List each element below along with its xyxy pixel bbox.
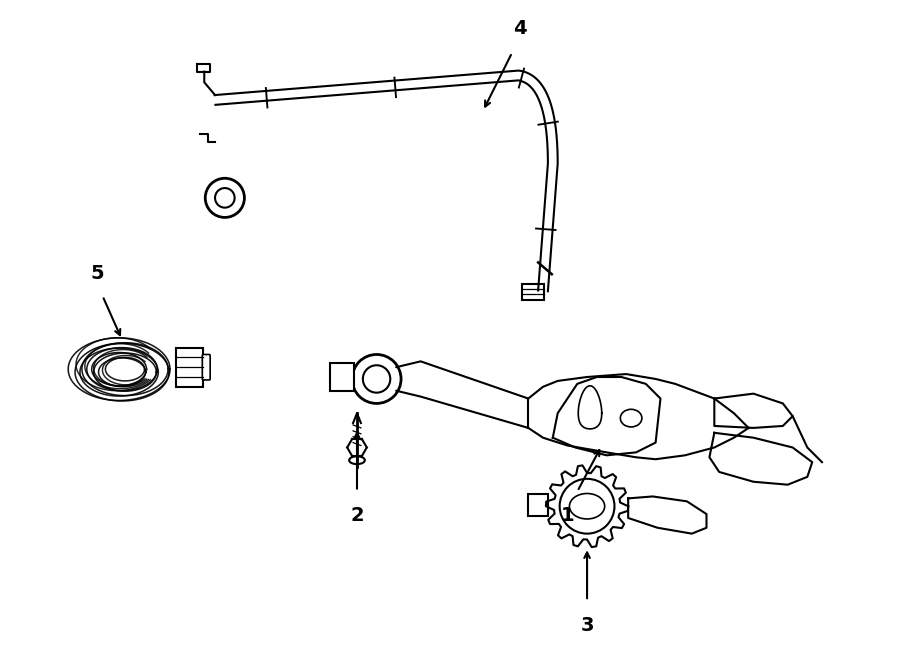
Text: 2: 2 [350,506,364,525]
Bar [522,284,544,299]
Bar [329,364,354,391]
Text: 5: 5 [91,264,104,283]
Text: 1: 1 [561,506,574,525]
Text: 3: 3 [580,616,594,635]
FancyBboxPatch shape [202,354,210,380]
Text: 4: 4 [513,19,526,38]
Bar [176,348,203,387]
Bar [528,494,548,516]
